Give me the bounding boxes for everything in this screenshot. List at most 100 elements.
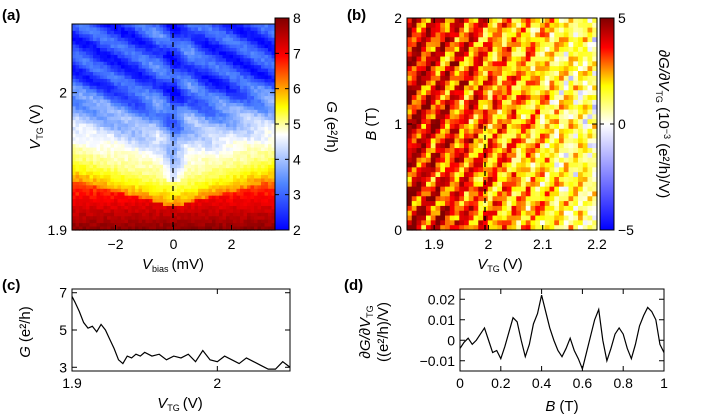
panel-a-cell — [184, 24, 189, 29]
panel-b-cell — [487, 66, 494, 72]
panel-a-cell — [121, 68, 126, 73]
panel-a-cell — [103, 188, 108, 193]
panel-b-cell — [430, 66, 437, 72]
panel-a-cell — [117, 219, 122, 224]
panel-b-cell — [530, 133, 536, 140]
panel-b-cell — [464, 18, 470, 24]
panel-a-cell — [173, 205, 178, 210]
panel-b-cell — [454, 186, 460, 193]
panel-b-cell — [430, 109, 437, 115]
panel-a-cell — [86, 161, 91, 166]
panel-b-cell — [411, 75, 418, 82]
panel-a-cell — [121, 151, 126, 156]
panel-a-cell — [166, 99, 171, 104]
panel-a-cell — [121, 157, 126, 162]
panel-a-cell — [173, 102, 178, 107]
panel-b-cell — [544, 124, 551, 130]
panel-a-cell — [229, 68, 234, 73]
panel-a-cell — [93, 144, 98, 149]
panel-b-cell — [445, 85, 451, 91]
panel-b-cell — [568, 37, 574, 43]
panel-a-cell — [117, 92, 122, 97]
panel-a-cell — [271, 75, 276, 80]
panel-a-cell — [138, 181, 143, 186]
panel-a-cell — [89, 92, 94, 97]
panel-b-cell — [559, 75, 565, 82]
panel-a-cell — [170, 164, 175, 169]
panel-a-cell — [233, 127, 238, 132]
panel-a-cell — [170, 188, 175, 193]
panel-a-cell — [268, 41, 273, 46]
panel-a-cell — [79, 157, 84, 162]
panel-a-cell — [229, 92, 234, 97]
panel-a-cell — [103, 54, 108, 59]
panel-a-cell — [124, 34, 129, 39]
panel-a-cell — [268, 157, 273, 162]
panel-b-cell — [535, 75, 541, 82]
panel-a-cell — [250, 212, 255, 217]
panel-a-cell — [128, 37, 133, 42]
panel-a-cell — [177, 82, 182, 87]
panel-a-cell — [103, 144, 108, 149]
panel-a-cell — [149, 82, 154, 87]
panel-b-cell — [549, 37, 555, 43]
panel-a-cell — [219, 85, 224, 90]
panel-b-cell — [487, 37, 494, 43]
panel-b-cell — [540, 172, 546, 178]
panel-a-cell — [254, 140, 259, 145]
panel-a-cell — [191, 226, 196, 231]
panel-a-cell — [170, 65, 175, 70]
panel-a-cell — [138, 65, 143, 70]
panel-b-cell — [535, 186, 541, 193]
panel-a-cell — [187, 219, 192, 224]
panel-b-cell — [468, 172, 475, 178]
panel-b-cell — [435, 133, 441, 140]
panel-b-cell — [573, 186, 579, 193]
panel-a-cell — [96, 164, 101, 169]
panel-a-cell — [96, 137, 101, 142]
panel-b-cell — [506, 157, 513, 164]
panel-a-cell — [215, 116, 220, 121]
panel-b-cell — [592, 157, 598, 164]
panel-a-cell — [131, 195, 136, 200]
panel-b-cell — [578, 119, 584, 125]
panel-a-cell — [135, 157, 140, 162]
panel-a-cell — [261, 219, 266, 224]
panel-a-cell — [82, 219, 87, 224]
panel-a-cell — [250, 109, 255, 114]
panel-b-cell — [445, 143, 451, 149]
panel-a-cell — [156, 199, 161, 204]
panel-b-cell — [511, 18, 517, 24]
panel-a-cell — [145, 226, 150, 231]
panel-b-cell — [411, 162, 418, 168]
panel-a-cell — [173, 154, 178, 159]
panel-a-cell — [156, 89, 161, 94]
panel-b-cell — [411, 148, 418, 154]
panel-a-cell — [205, 102, 210, 107]
panel-a-cell — [103, 30, 108, 35]
panel-b-cell — [521, 90, 527, 96]
panel-a-cell — [100, 85, 105, 90]
panel-a-cell — [107, 85, 112, 90]
panel-a-cell — [86, 175, 91, 180]
panel-b-cell — [416, 138, 422, 144]
panel-b-cell — [416, 104, 422, 111]
panel-a-cell — [198, 223, 203, 228]
panel-a-cell — [261, 96, 266, 101]
panel-a-cell — [219, 175, 224, 180]
panel-b-cell — [592, 152, 598, 159]
panel-b-cell — [544, 138, 551, 144]
panel-a-cell — [212, 133, 217, 138]
panel-a-cell — [121, 116, 126, 121]
panel-a-cell — [110, 68, 115, 73]
panel-a-cell — [254, 65, 259, 70]
panel-a-cell — [229, 192, 234, 197]
panel-a-cell — [121, 137, 126, 142]
panel-a-cell — [93, 195, 98, 200]
panel-a-cell — [82, 192, 87, 197]
panel-b-cell — [468, 99, 475, 106]
panel-b-cell — [464, 162, 470, 168]
panel-a-cell — [215, 51, 220, 56]
panel-a-cell — [79, 175, 84, 180]
panel-a-cell — [184, 137, 189, 142]
